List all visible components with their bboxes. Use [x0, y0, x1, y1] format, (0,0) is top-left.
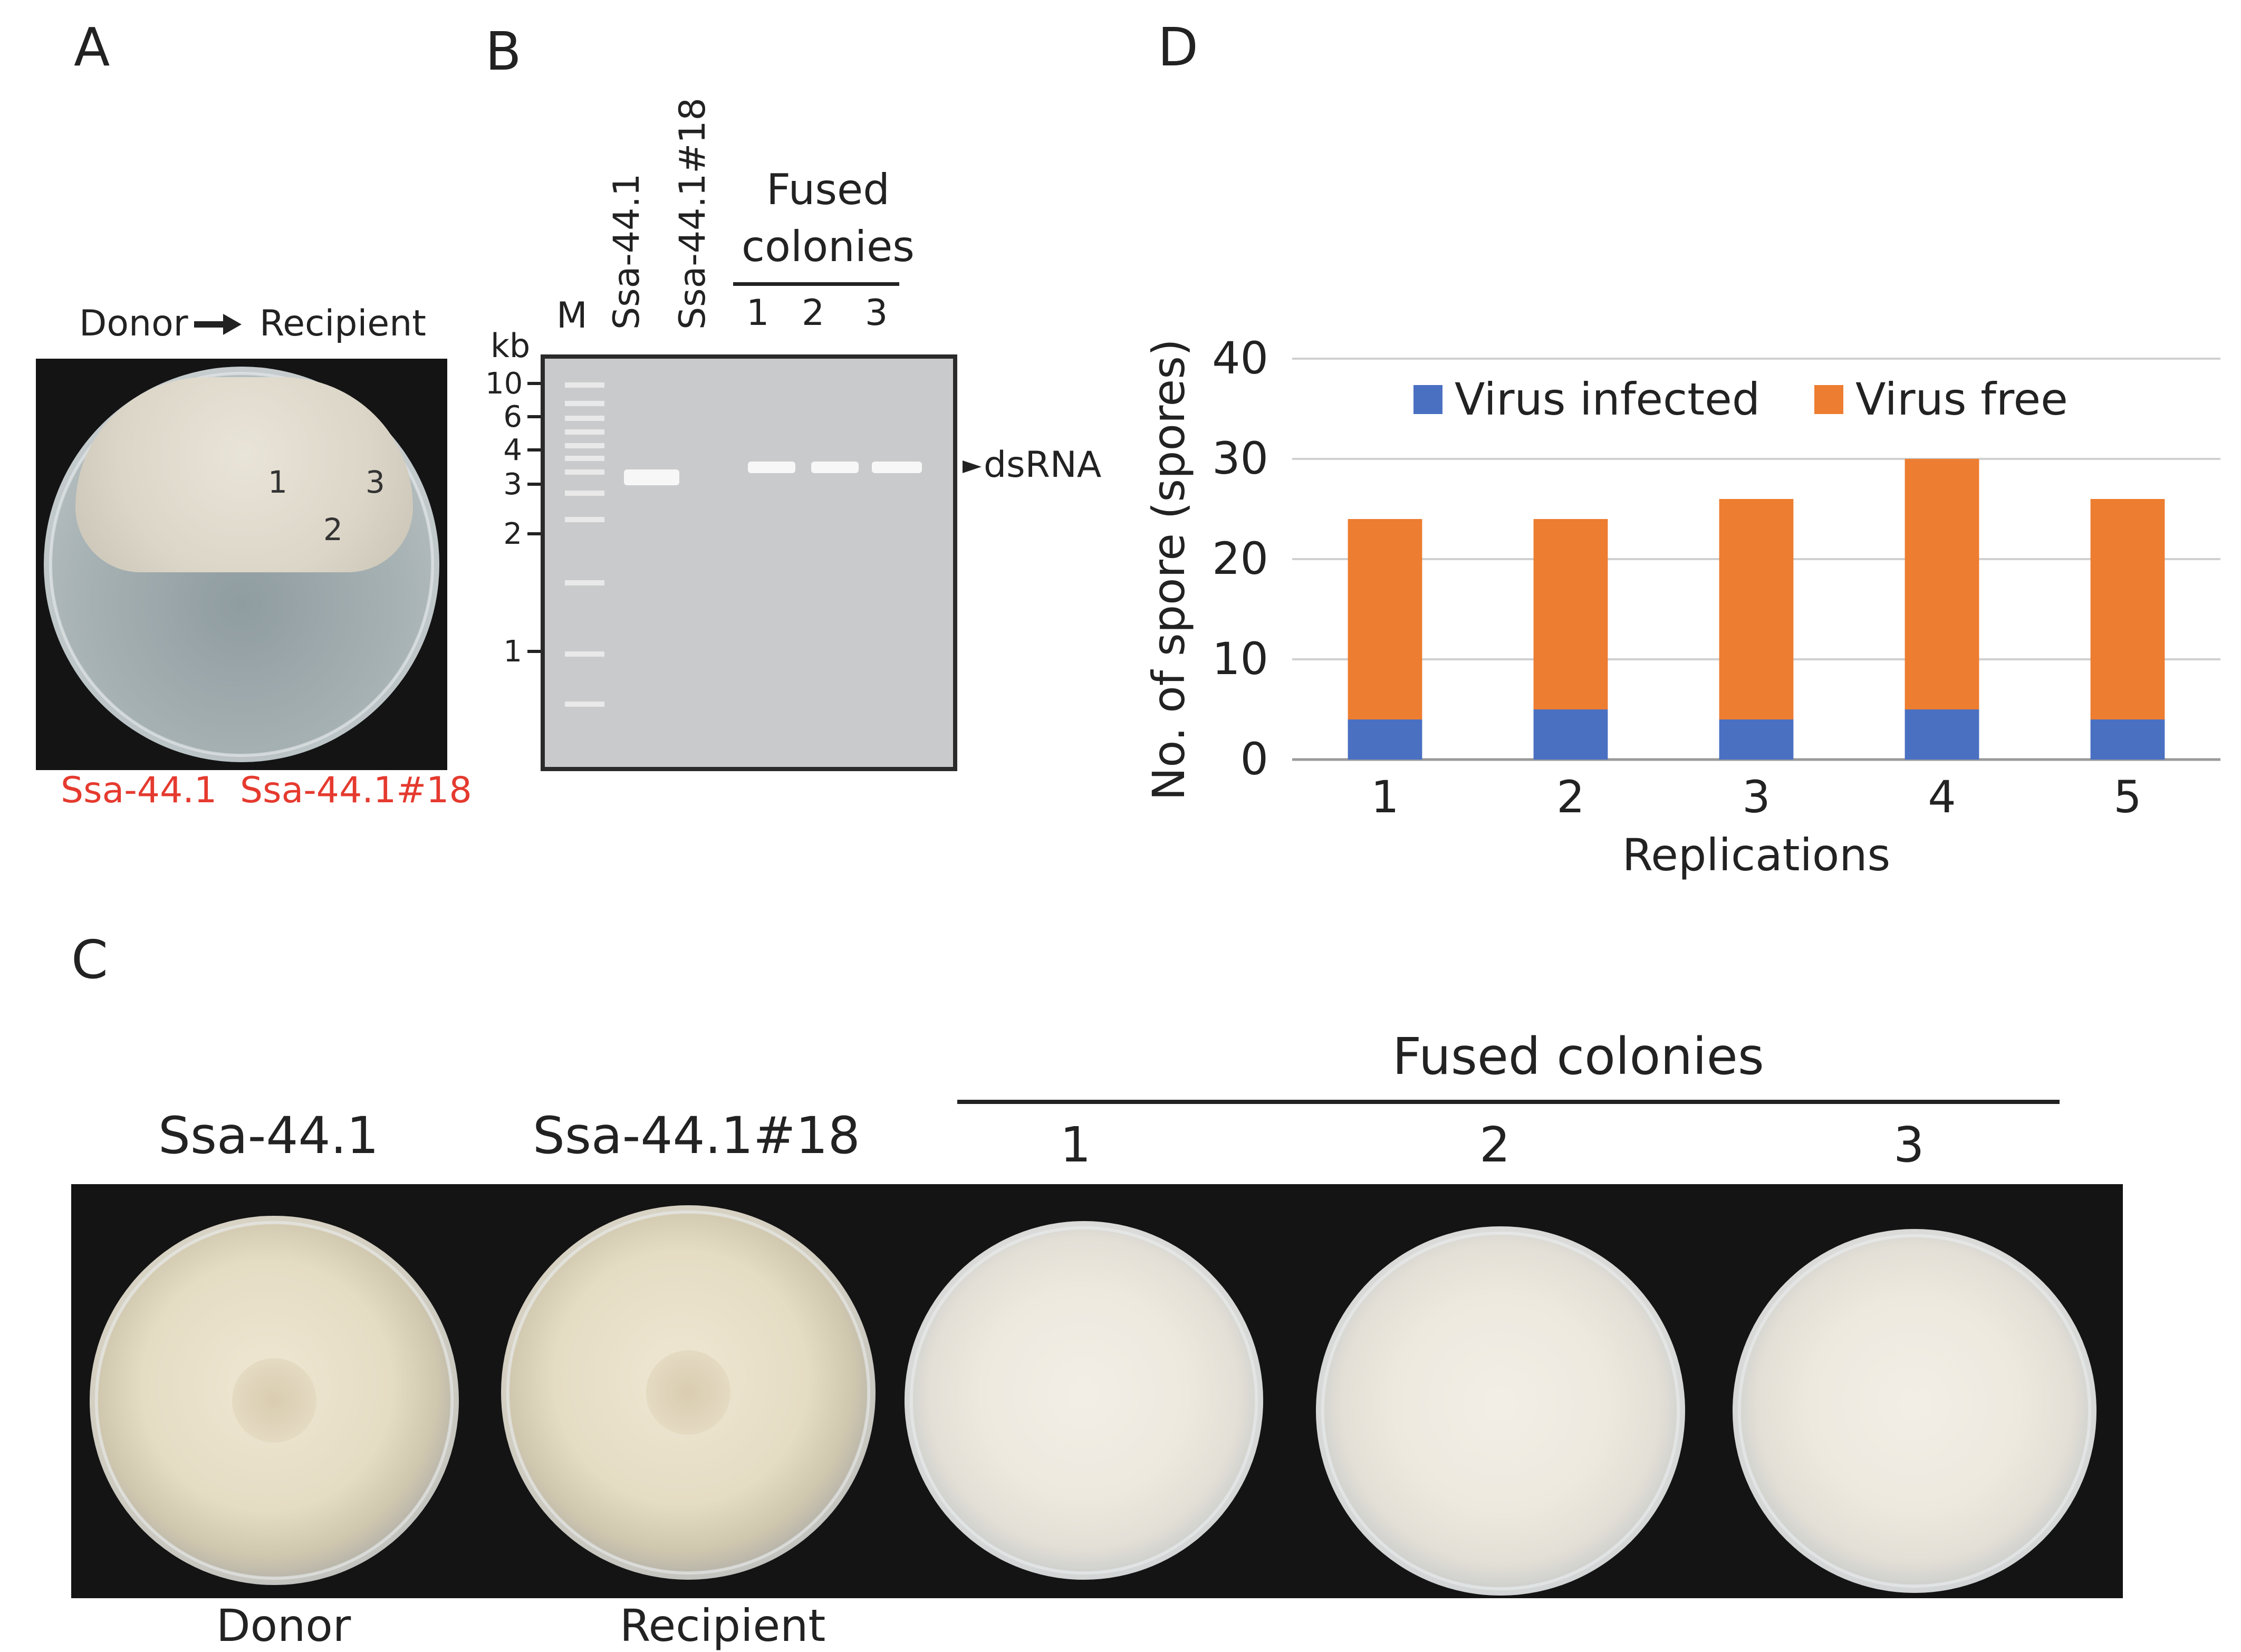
- colony-plate-donor: [90, 1216, 459, 1585]
- x-tick-label: 3: [1742, 771, 1770, 823]
- mycelium-zone: [75, 377, 413, 572]
- legend-swatch: [1814, 385, 1843, 414]
- dsrna-band-fused-3: [872, 462, 922, 473]
- fused-underline: [733, 282, 899, 286]
- marker-2: 2: [503, 517, 522, 551]
- fused-number-2: 2: [1479, 1117, 1511, 1173]
- fused-number-1: 1: [1060, 1117, 1091, 1173]
- fused-label-line1: Fused: [766, 165, 890, 214]
- pairing-dish: [44, 367, 439, 762]
- bar-virus-free-3: [1719, 499, 1794, 719]
- x-tick-label: 4: [1928, 771, 1956, 823]
- bar-virus-infected-1: [1348, 719, 1422, 760]
- band-pointer-icon: [963, 459, 982, 475]
- bar-virus-infected-5: [2090, 719, 2165, 760]
- lane-label-donor: Ssa-44.1: [606, 173, 648, 330]
- legend-label: Virus infected: [1455, 373, 1760, 425]
- strain-donor-label: Ssa-44.1: [61, 770, 217, 811]
- bar-virus-free-5: [2090, 499, 2165, 719]
- dsrna-band-donor: [624, 469, 679, 485]
- fused-number-3: 3: [1893, 1117, 1925, 1173]
- colony-plate-fused-2: [1316, 1226, 1685, 1596]
- strain-label-recipient: Ssa-44.1#18: [533, 1106, 860, 1165]
- x-tick-label: 1: [1371, 771, 1399, 823]
- chart-x-label: Replications: [1622, 829, 1891, 881]
- lane-label-m: M: [556, 295, 588, 337]
- marker-3: 3: [503, 467, 522, 502]
- strain-label-donor: Ssa-44.1: [158, 1106, 379, 1165]
- gel-lane-1: 1: [746, 292, 770, 334]
- gel-lane-3: 3: [865, 292, 888, 334]
- panel-letter-b: B: [485, 21, 522, 82]
- colony-plate-recipient: [501, 1205, 876, 1580]
- chart-legend: Virus infected Virus free: [1413, 373, 2068, 425]
- plate-mark-1: 1: [268, 464, 287, 500]
- dsrna-band-fused-2: [811, 462, 859, 473]
- pairing-plate-photo: 1 2 3: [36, 359, 447, 770]
- bar-virus-infected-4: [1905, 709, 1979, 760]
- fused-header-line: [957, 1100, 2060, 1104]
- panel-letter-d: D: [1158, 16, 1199, 78]
- colony-plate-fused-1: [905, 1221, 1263, 1580]
- bar-virus-infected-3: [1719, 719, 1794, 760]
- chart-y-label: No. of spore (spores): [1143, 339, 1195, 801]
- y-tick-label: 40: [1212, 332, 1268, 384]
- bar-virus-free-4: [1905, 459, 1979, 709]
- gel-lane-2: 2: [802, 292, 825, 334]
- marker-6: 6: [503, 400, 522, 434]
- dsrna-band-fused-1: [748, 462, 795, 473]
- agarose-gel-image: [541, 354, 957, 771]
- donor-label: Donor: [79, 303, 188, 344]
- stacked-bar-chart: 0 10 20 30 40 1 2 3 4 5 Virus infected Virus free…: [1143, 332, 2220, 881]
- chart-y-ticks: 0 10 20 30 40: [1212, 332, 1268, 785]
- colony-plate-fused-3: [1733, 1229, 2096, 1593]
- fused-label-line2: colonies: [742, 222, 915, 271]
- recipient-label: Recipient: [259, 303, 426, 344]
- fused-colonies-header: Fused colonies: [1392, 1027, 1764, 1086]
- caption-donor: Donor: [216, 1600, 351, 1651]
- chart-bars: [1348, 459, 2165, 760]
- bar-virus-free-2: [1533, 519, 1608, 709]
- y-tick-label: 10: [1212, 633, 1268, 685]
- x-tick-label: 5: [2113, 771, 2141, 823]
- panel-letter-a: A: [74, 16, 110, 78]
- strain-recipient-label: Ssa-44.1#18: [240, 770, 472, 811]
- legend-label: Virus free: [1855, 373, 2068, 425]
- plate-mark-2: 2: [323, 512, 343, 548]
- chart-x-ticks: 1 2 3 4 5: [1371, 771, 2141, 823]
- caption-recipient: Recipient: [620, 1600, 826, 1651]
- lane-label-recipient: Ssa-44.1#18: [672, 98, 714, 330]
- x-tick-label: 2: [1556, 771, 1584, 823]
- colony-plates-photo: [71, 1184, 2123, 1598]
- arrow-right-icon: [194, 311, 242, 338]
- dsrna-label: dsRNA: [984, 444, 1102, 486]
- legend-swatch: [1413, 385, 1442, 414]
- marker-4: 4: [503, 433, 522, 467]
- bar-virus-free-1: [1348, 519, 1422, 719]
- plate-mark-3: 3: [366, 464, 385, 500]
- marker-10: 10: [485, 367, 523, 401]
- marker-1: 1: [503, 635, 522, 669]
- panel-letter-c: C: [71, 929, 108, 991]
- y-tick-label: 20: [1212, 533, 1268, 584]
- y-tick-label: 0: [1240, 733, 1268, 785]
- kb-unit-label: kb: [490, 326, 531, 365]
- bar-virus-infected-2: [1533, 709, 1608, 760]
- y-tick-label: 30: [1212, 433, 1268, 484]
